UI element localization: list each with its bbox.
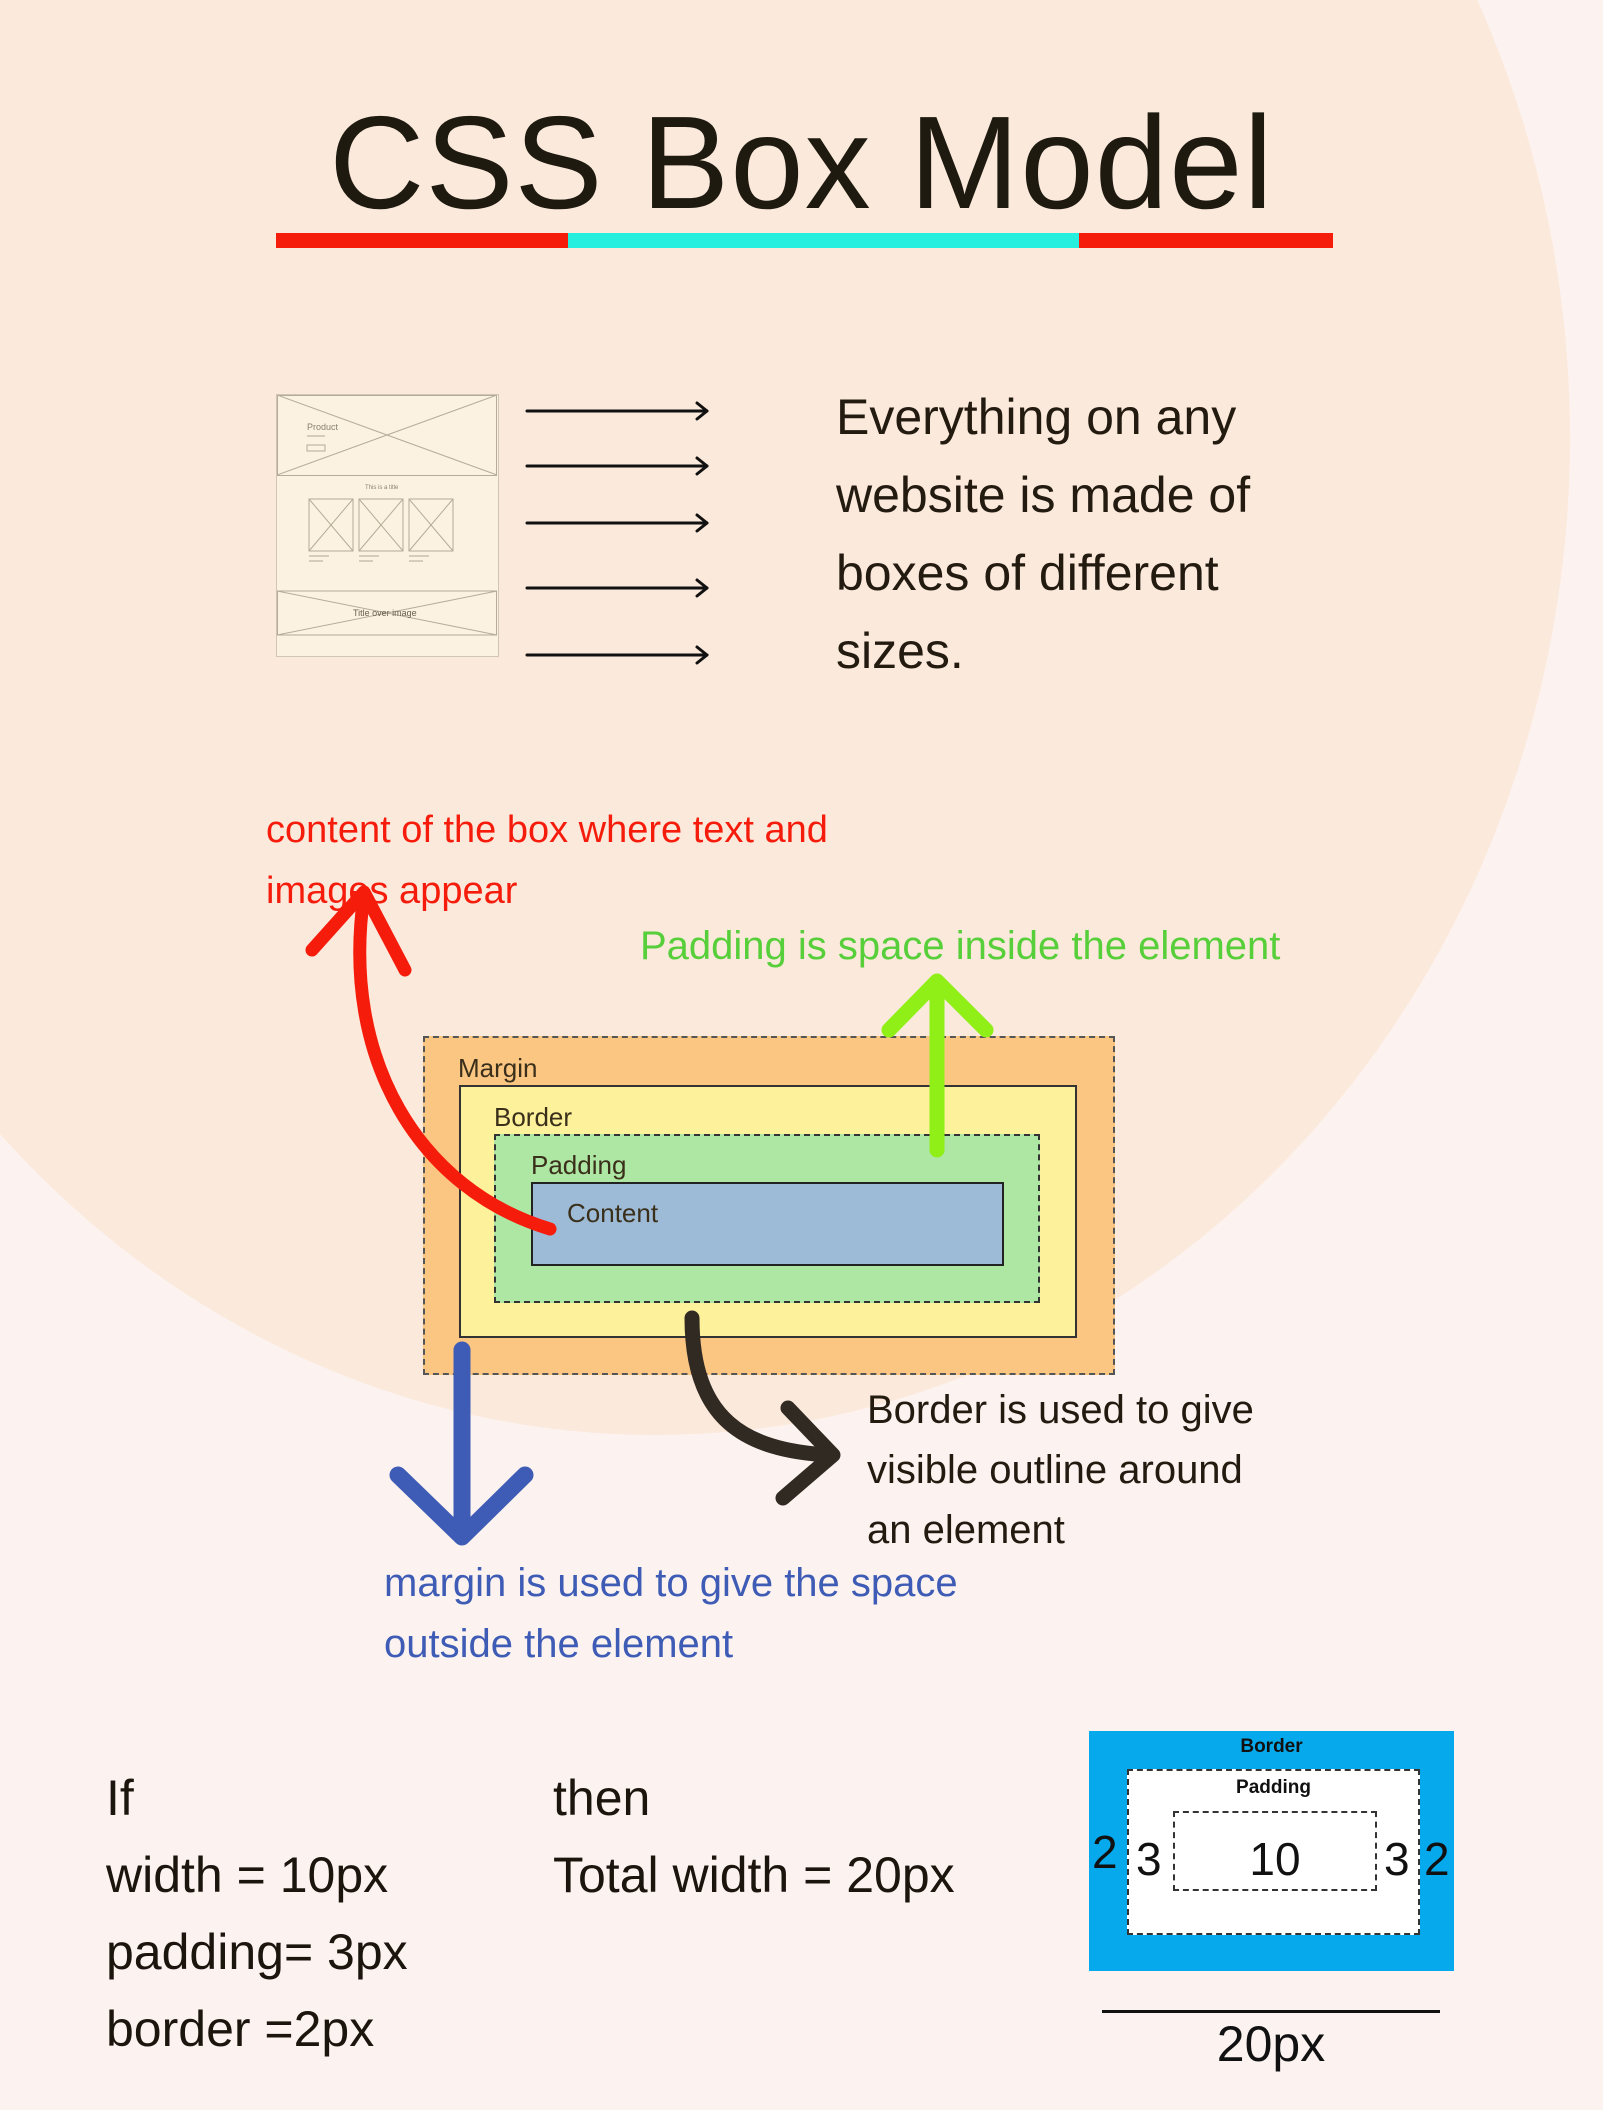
page-title: CSS Box Model xyxy=(329,89,1274,236)
border-callout-line: Border is used to give xyxy=(867,1388,1254,1432)
border-callout: Border is used to give visible outline a… xyxy=(867,1380,1387,1560)
margin-callout-line: outside the element xyxy=(384,1622,734,1666)
example-content-box xyxy=(1173,1811,1377,1891)
total-width-line xyxy=(1102,2010,1440,2013)
given-line: padding= 3px xyxy=(106,1924,408,1980)
intro-text: Everything on any website is made of box… xyxy=(836,378,1476,690)
margin-callout-line: margin is used to give the space xyxy=(384,1561,958,1605)
intro-line: boxes of different xyxy=(836,545,1219,601)
example-padding-label: Padding xyxy=(1236,1777,1311,1798)
content-callout-line: images appear xyxy=(266,870,518,912)
content-arrow xyxy=(353,888,557,1236)
border-arrow-head xyxy=(775,1400,841,1506)
content-callout-line: content of the box where text and xyxy=(266,809,828,851)
given-line: border =2px xyxy=(106,2001,375,2057)
example-left-border-value: 2 xyxy=(1092,1826,1118,1878)
website-wireframe-thumbnail: Product This is a title Title over image xyxy=(276,394,499,657)
title-underline xyxy=(276,233,1333,248)
wireframe-footer-caption: Title over image xyxy=(353,608,417,618)
result-line: then xyxy=(553,1770,651,1826)
intro-line: Everything on any xyxy=(836,389,1237,445)
padding-arrow-head xyxy=(881,973,994,1038)
example-border-label: Border xyxy=(1240,1736,1303,1757)
underline-red-left xyxy=(276,233,568,248)
example-left-padding-value: 3 xyxy=(1136,1833,1162,1885)
margin-callout: margin is used to give the space outside… xyxy=(384,1553,1104,1675)
content-box xyxy=(531,1182,1004,1266)
content-box-label: Content xyxy=(567,1198,659,1228)
wireframe-drawing xyxy=(276,394,498,636)
given-line: width = 10px xyxy=(106,1847,389,1903)
example-content-value: 10 xyxy=(1249,1833,1301,1885)
content-arrow-head xyxy=(305,885,412,977)
example-right-padding-value: 3 xyxy=(1384,1833,1410,1885)
wireframe-product-label: Product xyxy=(307,422,339,432)
total-width-label: 20px xyxy=(1216,2016,1326,2072)
border-arrow xyxy=(684,1310,836,1463)
padding-callout: Padding is space inside the element xyxy=(640,924,1281,968)
underline-cyan-middle xyxy=(568,233,1079,248)
content-callout: content of the box where text and images… xyxy=(266,800,1026,922)
border-callout-line: visible outline around xyxy=(867,1448,1243,1492)
underline-red-right xyxy=(1079,233,1333,248)
wireframe-section-title: This is a title xyxy=(365,485,399,491)
border-callout-line: an element xyxy=(867,1508,1065,1552)
intro-line: website is made of xyxy=(836,467,1251,523)
example-result: then Total width = 20px xyxy=(553,1760,955,1914)
intro-arrows xyxy=(525,401,709,665)
example-right-border-value: 2 xyxy=(1424,1833,1450,1885)
padding-box-label: Padding xyxy=(531,1150,627,1180)
result-line: Total width = 20px xyxy=(553,1847,955,1903)
given-line: If xyxy=(106,1770,134,1826)
margin-box-label: Margin xyxy=(458,1053,538,1083)
example-given: If width = 10px padding= 3px border =2px xyxy=(106,1760,408,2068)
border-box-label: Border xyxy=(494,1102,573,1132)
margin-arrow-head xyxy=(389,1466,534,1546)
intro-line: sizes. xyxy=(836,623,964,679)
